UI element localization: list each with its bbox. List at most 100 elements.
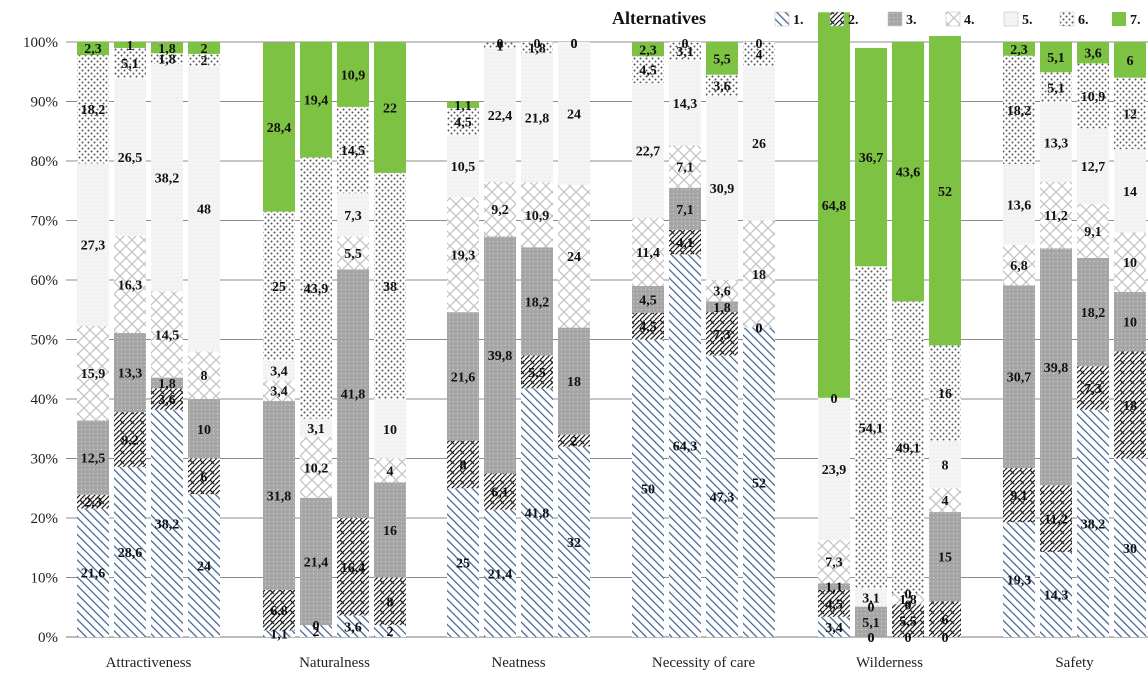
- data-label: 18,2: [1081, 306, 1106, 321]
- data-label: 30,7: [1007, 371, 1032, 386]
- bar-segment: [374, 458, 406, 483]
- data-label: 1,1: [454, 99, 472, 114]
- bar-segment: [855, 266, 887, 589]
- bar-segment: [188, 65, 220, 352]
- data-label: 22,4: [488, 109, 513, 124]
- data-label: 10,9: [525, 209, 550, 224]
- y-tick-label: 10%: [31, 571, 59, 587]
- bar-segment: [484, 236, 516, 474]
- data-label: 24: [567, 107, 581, 122]
- data-label: 38,2: [155, 517, 180, 532]
- data-label: 21,8: [525, 112, 550, 127]
- bar-segment: [1077, 257, 1109, 367]
- data-label: 5,5: [899, 615, 917, 630]
- data-label: 10,2: [304, 461, 329, 476]
- bar-segment: [1114, 232, 1146, 292]
- y-axis-ticks: 0% 10% 20% 30% 40% 50% 60% 70% 80% 90% 100%: [23, 35, 58, 646]
- data-label: 18,2: [525, 295, 550, 310]
- data-label: 10: [1123, 316, 1137, 331]
- data-label: 4,5: [825, 597, 843, 612]
- bar-segment: [114, 235, 146, 333]
- y-tick-label: 90%: [31, 95, 59, 111]
- bar-segment: [669, 60, 701, 146]
- bar-segment: [337, 615, 369, 637]
- data-label: 13,6: [1007, 198, 1032, 213]
- data-label: 7,3: [1084, 382, 1102, 397]
- category-labels: Attractiveness Naturalness Neatness Necessi…: [106, 655, 1095, 671]
- bar-segment: [743, 327, 775, 637]
- data-label: 9,1: [1010, 489, 1028, 504]
- data-label: 6,8: [270, 604, 288, 619]
- bar-segment: [151, 53, 183, 65]
- data-label: 6: [1127, 54, 1134, 69]
- y-tick-label: 40%: [31, 392, 59, 408]
- data-label: 9,2: [121, 433, 139, 448]
- bar-segment: [114, 42, 146, 48]
- bar-segment: [374, 399, 406, 459]
- bar-segment: [855, 588, 887, 607]
- data-label: 8: [942, 458, 949, 473]
- data-label: 2,3: [639, 43, 657, 58]
- bar-segment: [77, 163, 109, 326]
- data-label: 16: [383, 524, 397, 539]
- bar-segment: [558, 42, 590, 185]
- bar-segment: [447, 101, 479, 109]
- data-label: 11,2: [1044, 513, 1068, 528]
- data-label: 10,9: [341, 68, 366, 83]
- bar-segment: [263, 211, 295, 361]
- data-label: 6,8: [1010, 259, 1028, 274]
- bar-segment: [892, 42, 924, 302]
- bar-segment: [114, 466, 146, 637]
- bar-segment: [632, 339, 664, 637]
- data-label: 13,3: [118, 367, 143, 382]
- legend-entry: 6.: [1078, 13, 1089, 28]
- data-label: 25: [272, 280, 286, 295]
- bar-segment: [929, 440, 961, 489]
- bar-segment: [521, 42, 553, 53]
- data-label: 0: [682, 37, 689, 52]
- legend-entry: 4.: [964, 13, 975, 28]
- data-label: 27,3: [81, 239, 106, 254]
- data-label: 8: [387, 595, 394, 610]
- bar-segment: [77, 494, 109, 509]
- legend-swatch: [945, 11, 961, 27]
- legend-swatch: [1112, 12, 1126, 26]
- bar-segment: [337, 106, 369, 194]
- data-label: 4,5: [639, 320, 657, 335]
- bar-segment: [114, 78, 146, 236]
- bar-segment: [188, 494, 220, 637]
- data-label: 2: [571, 435, 578, 450]
- data-label: 64,8: [822, 199, 847, 214]
- bar-segment: [151, 42, 183, 54]
- data-label: 38: [383, 280, 397, 295]
- bar-segment: [706, 96, 738, 281]
- data-label: 1,8: [713, 301, 731, 316]
- y-tick-label: 100%: [23, 35, 58, 51]
- legend-entry: 7.: [1130, 13, 1141, 28]
- data-label: 13,3: [1044, 136, 1069, 151]
- bar-segment: [1040, 485, 1072, 552]
- bar-segment: [1077, 409, 1109, 637]
- bar-segment: [337, 236, 369, 270]
- bar-segment: [151, 409, 183, 637]
- bar-segment: [929, 512, 961, 602]
- bar-segment: [1003, 285, 1035, 469]
- bar-segment: [151, 64, 183, 292]
- legend: Alternatives 1. 2. 3. 4. 5. 6. 7.: [612, 8, 1141, 28]
- category-label: Attractiveness: [106, 655, 192, 671]
- bar-segment: [447, 134, 479, 198]
- data-label: 18: [1123, 399, 1137, 414]
- data-label: 3,4: [270, 364, 288, 379]
- data-label: 30,9: [710, 182, 735, 197]
- bar-segment: [818, 12, 850, 398]
- data-label: 3,6: [713, 285, 731, 300]
- data-label: 52: [938, 185, 952, 200]
- bar-segment: [669, 254, 701, 638]
- bar-segment: [263, 400, 295, 590]
- data-label: 1,1: [270, 628, 288, 643]
- data-label: 1: [127, 39, 134, 54]
- data-label: 28,6: [118, 546, 143, 561]
- legend-entry: 2.: [848, 13, 859, 28]
- data-label: 32: [567, 536, 581, 551]
- bar-segment: [188, 53, 220, 66]
